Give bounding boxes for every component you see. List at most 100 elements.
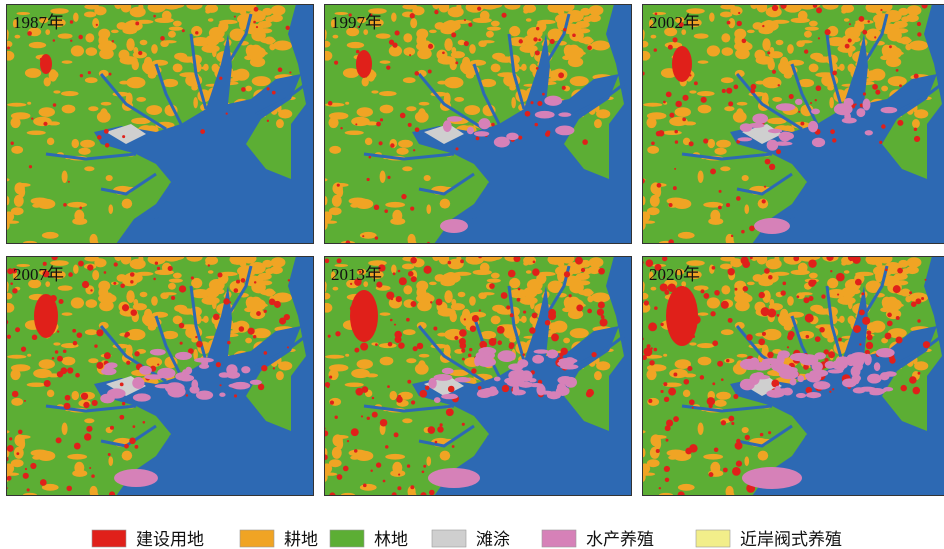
built-up: [800, 122, 804, 126]
built-up: [70, 20, 73, 23]
built-up: [425, 386, 430, 391]
built-up: [768, 275, 773, 280]
aquaculture: [250, 380, 262, 385]
built-up: [77, 332, 83, 338]
built-up: [561, 348, 568, 355]
built-up: [109, 73, 112, 76]
aquaculture: [557, 376, 572, 384]
built-up: [78, 261, 84, 267]
aquaculture: [443, 120, 452, 132]
built-up: [91, 474, 95, 478]
aquaculture: [740, 123, 752, 132]
built-up: [256, 311, 261, 316]
built-up: [581, 268, 585, 272]
built-up: [491, 123, 495, 127]
built-up: [859, 16, 865, 22]
built-up: [542, 93, 545, 96]
built-up: [479, 309, 481, 311]
built-up: [395, 336, 402, 343]
legend-swatch: [542, 530, 576, 547]
built-up: [135, 22, 139, 26]
built-up: [738, 12, 740, 14]
built-up: [875, 90, 880, 95]
built-up: [568, 294, 571, 297]
built-up: [130, 272, 135, 277]
built-up: [134, 351, 139, 356]
built-up: [497, 326, 505, 334]
built-up: [57, 356, 63, 362]
built-up: [815, 336, 821, 342]
built-up: [832, 388, 834, 390]
built-up: [867, 20, 869, 22]
built-up: [862, 30, 867, 35]
built-up: [805, 314, 814, 323]
built-up: [789, 94, 794, 99]
built-up: [346, 240, 351, 245]
built-up: [470, 326, 476, 332]
built-up: [735, 442, 743, 450]
built-up: [874, 36, 876, 38]
built-up: [862, 317, 870, 325]
built-up: [30, 463, 36, 469]
built-up: [375, 343, 378, 346]
aquaculture: [534, 349, 549, 353]
built-up: [157, 364, 159, 366]
map-panel: 2002年: [638, 0, 944, 246]
built-up: [777, 314, 780, 317]
built-up: [900, 385, 906, 391]
aquaculture: [483, 350, 491, 355]
aquaculture: [440, 219, 468, 233]
aquaculture: [494, 137, 510, 148]
built-up: [644, 300, 649, 305]
built-up: [9, 437, 12, 440]
built-up: [525, 111, 531, 117]
built-up: [440, 423, 443, 426]
aquaculture: [196, 390, 213, 399]
built-up: [669, 203, 673, 207]
aquaculture: [863, 99, 871, 111]
built-up: [788, 331, 795, 338]
built-up: [386, 291, 394, 299]
aquaculture: [853, 372, 859, 384]
built-up: [721, 301, 729, 309]
map-panel: 2013年: [320, 251, 632, 499]
built-up: [417, 343, 424, 350]
built-up: [337, 258, 342, 263]
aquaculture: [799, 354, 818, 365]
aquaculture: [185, 367, 192, 375]
aquaculture: [133, 393, 151, 401]
built-up: [517, 298, 521, 302]
built-up: [683, 379, 689, 385]
built-up: [663, 382, 667, 386]
built-up: [727, 21, 731, 25]
aquaculture: [513, 385, 520, 396]
aquaculture: [844, 112, 851, 121]
built-up: [880, 9, 882, 11]
built-up: [598, 301, 605, 308]
built-up: [219, 77, 222, 80]
aquaculture: [806, 392, 821, 398]
built-up: [815, 99, 817, 101]
year-label: 2007年: [13, 265, 64, 284]
built-up: [741, 230, 745, 234]
legend-swatch: [240, 530, 274, 547]
aquaculture: [434, 374, 453, 381]
aquaculture: [447, 116, 463, 122]
aquaculture: [869, 389, 887, 393]
built-up: [664, 466, 670, 472]
built-up: [434, 10, 438, 14]
built-up: [385, 445, 389, 449]
built-up: [597, 309, 604, 316]
built-up: [398, 270, 401, 273]
base-map: [320, 251, 632, 498]
built-up: [325, 259, 330, 264]
built-up: [119, 415, 124, 420]
aquaculture: [106, 362, 118, 368]
year-label: 2002年: [649, 13, 700, 32]
built-up: [825, 29, 831, 35]
built-up: [415, 127, 420, 132]
built-up: [21, 347, 26, 352]
aquaculture: [795, 99, 803, 105]
aquaculture: [768, 129, 782, 133]
built-up: [258, 384, 264, 390]
